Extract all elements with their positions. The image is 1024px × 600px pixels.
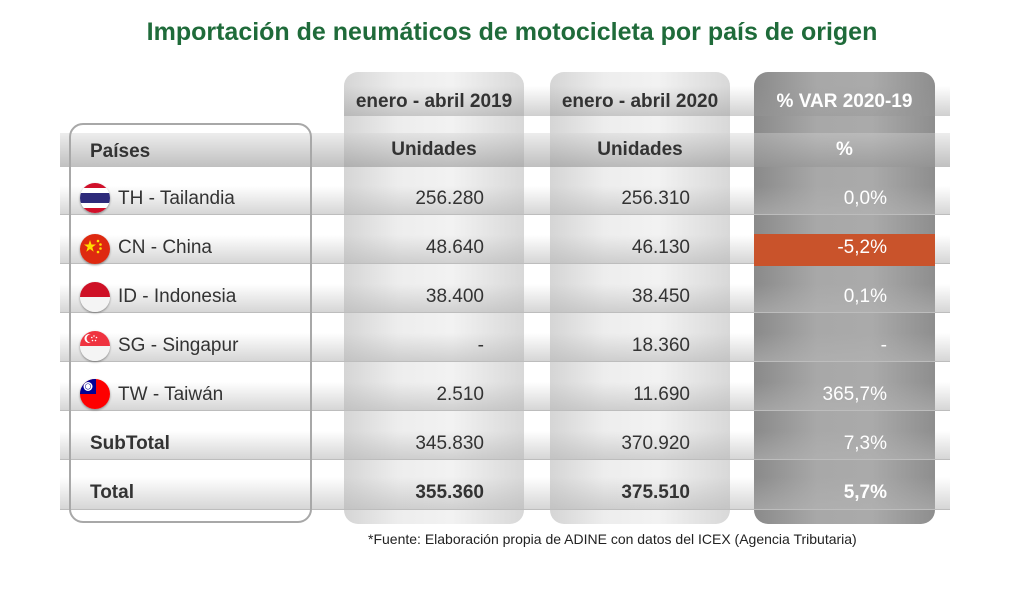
- row-separator: [60, 509, 950, 510]
- page-title: Importación de neumáticos de motocicleta…: [146, 18, 878, 46]
- country-name: TH - Tailandia: [118, 188, 235, 209]
- var-percent-cell: 365,7%: [822, 384, 887, 405]
- country-name: TW - Taiwán: [118, 384, 224, 405]
- subtotal-label: SubTotal: [90, 433, 170, 454]
- units-2020-cell: 256.310: [621, 188, 690, 209]
- total-label: Total: [90, 482, 134, 503]
- taiwan-flag-icon: [80, 379, 110, 409]
- header-percent: %: [836, 139, 853, 160]
- row-separator: [60, 361, 950, 362]
- header-paises: Países: [90, 141, 151, 162]
- row-separator: [60, 312, 950, 313]
- total-2019-cell: 355.360: [415, 482, 484, 503]
- thailand-flag-icon: [80, 183, 110, 213]
- negative-highlight: [754, 234, 935, 266]
- var-percent-cell: 0,0%: [843, 188, 887, 209]
- row-band: [60, 186, 950, 214]
- total-2020-cell: 375.510: [621, 482, 690, 503]
- period-header-band: [344, 86, 950, 116]
- row-separator: [60, 263, 950, 264]
- country-name: ID - Indonesia: [118, 286, 237, 307]
- row-band: [60, 333, 950, 361]
- period-2019-label: enero - abril 2019: [355, 91, 513, 112]
- units-2019-cell: 38.400: [425, 286, 484, 307]
- row-separator: [60, 459, 950, 460]
- var-percent-cell: -5,2%: [837, 237, 887, 258]
- country-name: CN - China: [118, 237, 212, 258]
- units-2020-cell: 18.360: [631, 335, 690, 356]
- row-band: [60, 477, 950, 509]
- indonesia-flag-icon: [80, 282, 110, 312]
- units-2020-cell: 46.130: [631, 237, 690, 258]
- subtotal-2020-cell: 370.920: [621, 433, 690, 454]
- subtotal-2019-cell: 345.830: [415, 433, 484, 454]
- row-band: [60, 382, 950, 410]
- units-2020-cell: 38.450: [631, 286, 690, 307]
- column-header-band: [60, 133, 950, 167]
- header-unidades-2019: Unidades: [391, 139, 477, 160]
- singapore-flag-icon: [80, 331, 110, 361]
- var-percent-cell: 0,1%: [843, 286, 887, 307]
- units-2019-cell: 48.640: [425, 237, 484, 258]
- china-flag-icon: [80, 234, 110, 264]
- row-separator: [60, 410, 950, 411]
- period-var-label: % VAR 2020-19: [776, 91, 913, 112]
- period-2020-label: enero - abril 2020: [561, 91, 719, 112]
- subtotal-var-cell: 7,3%: [843, 433, 887, 454]
- header-unidades-2020: Unidades: [597, 139, 683, 160]
- total-var-cell: 5,7%: [843, 482, 887, 503]
- var-percent-cell: -: [880, 335, 887, 356]
- units-2020-cell: 11.690: [633, 384, 690, 405]
- units-2019-cell: 256.280: [415, 188, 484, 209]
- row-band: [60, 431, 950, 459]
- country-name: SG - Singapur: [118, 335, 239, 356]
- units-2019-cell: -: [477, 335, 484, 356]
- units-2019-cell: 2.510: [436, 384, 484, 405]
- row-band: [60, 284, 950, 312]
- countries-column-frame: [69, 123, 312, 523]
- row-separator: [60, 214, 950, 215]
- source-note: *Fuente: Elaboración propia de ADINE con…: [368, 531, 857, 547]
